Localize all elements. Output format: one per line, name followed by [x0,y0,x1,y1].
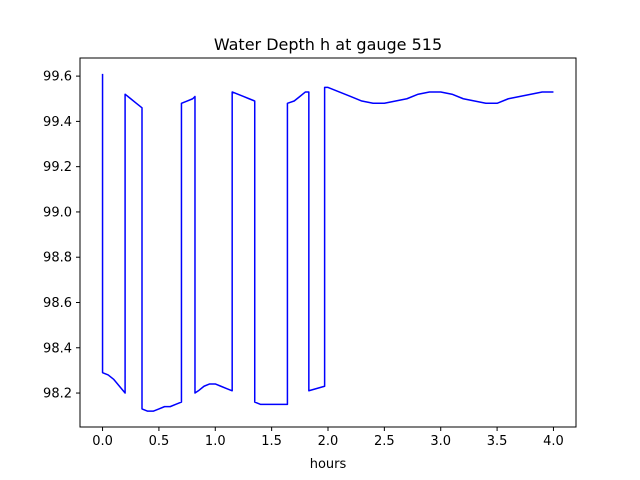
x-tick-label: 0.5 [149,434,170,449]
x-tick-label: 2.5 [374,434,395,449]
x-tick-label: 0.0 [92,434,113,449]
y-tick-label: 98.8 [43,251,72,266]
y-tick-label: 98.2 [43,387,72,402]
y-tick-label: 98.6 [43,296,72,311]
y-tick-label: 98.4 [43,341,72,356]
y-tick-label: 99.4 [43,115,72,130]
x-tick-label: 2.0 [318,434,339,449]
x-tick-label: 4.0 [543,434,564,449]
plot-frame [79,57,577,428]
x-axis-label: hours [310,457,347,472]
x-tick-label: 3.5 [487,434,508,449]
y-tick-label: 99.6 [43,70,72,85]
x-tick-label: 3.0 [430,434,451,449]
y-tick-label: 99.0 [43,205,72,220]
x-tick-label: 1.0 [205,434,226,449]
series-line-0 [101,73,554,412]
y-tick-label: 99.2 [43,160,72,175]
y-axis: 98.2 98.4 98.6 98.8 99.0 99.2 99.4 99.6 [43,70,80,402]
chart-title: Water Depth h at gauge 515 [214,35,442,54]
x-tick-label: 1.5 [261,434,282,449]
plot-area [79,57,577,428]
x-axis: 0.0 0.5 1.0 1.5 2.0 2.5 3.0 3.5 4.0 [92,427,564,449]
